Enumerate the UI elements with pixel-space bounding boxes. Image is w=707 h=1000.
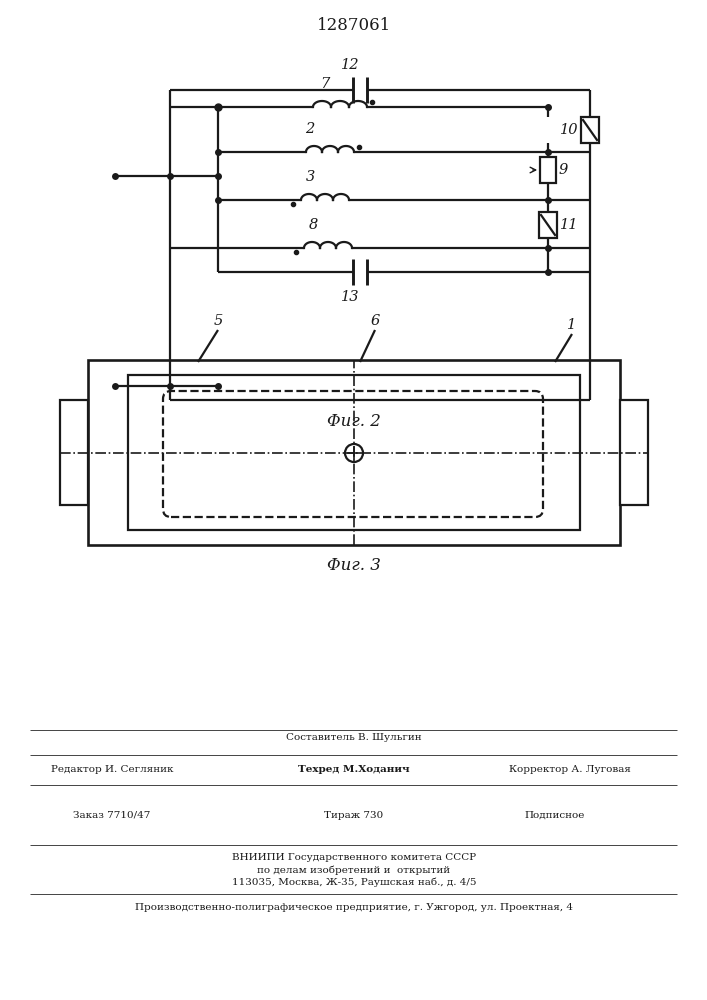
Bar bbox=[128, 375, 580, 530]
Text: ВНИИПИ Государственного комитета СССР: ВНИИПИ Государственного комитета СССР bbox=[232, 854, 476, 862]
Text: Составитель В. Шульгин: Составитель В. Шульгин bbox=[286, 733, 422, 742]
Text: 5: 5 bbox=[214, 314, 223, 328]
Bar bbox=[620, 400, 648, 505]
Text: 3: 3 bbox=[305, 170, 315, 184]
Circle shape bbox=[345, 444, 363, 462]
Text: Редактор И. Сегляник: Редактор И. Сегляник bbox=[51, 766, 173, 774]
Text: 6: 6 bbox=[370, 314, 380, 328]
Bar bbox=[540, 157, 556, 183]
Text: Φиг. 2: Φиг. 2 bbox=[327, 414, 381, 430]
Text: 1287061: 1287061 bbox=[317, 17, 391, 34]
Bar bbox=[581, 117, 599, 143]
Text: 2: 2 bbox=[305, 122, 315, 136]
Text: Φиг. 3: Φиг. 3 bbox=[327, 556, 381, 574]
Text: 13: 13 bbox=[341, 290, 359, 304]
Text: Производственно-полиграфическое предприятие, г. Ужгород, ул. Проектная, 4: Производственно-полиграфическое предприя… bbox=[135, 904, 573, 912]
Text: Подписное: Подписное bbox=[525, 810, 585, 820]
Text: 9: 9 bbox=[559, 163, 568, 177]
Text: 11: 11 bbox=[560, 218, 578, 232]
Text: 8: 8 bbox=[308, 218, 317, 232]
Text: 1: 1 bbox=[568, 318, 577, 332]
Bar bbox=[88, 360, 620, 545]
Text: Корректор А. Луговая: Корректор А. Луговая bbox=[509, 766, 631, 774]
Text: Тираж 730: Тираж 730 bbox=[325, 810, 384, 820]
Text: Заказ 7710/47: Заказ 7710/47 bbox=[74, 810, 151, 820]
Text: 12: 12 bbox=[341, 58, 359, 72]
Text: Техред М.Ходанич: Техред М.Ходанич bbox=[298, 766, 410, 774]
Text: 113035, Москва, Ж-35, Раушская наб., д. 4/5: 113035, Москва, Ж-35, Раушская наб., д. … bbox=[232, 877, 477, 887]
Bar bbox=[539, 212, 557, 238]
Text: по делам изобретений и  открытий: по делам изобретений и открытий bbox=[257, 865, 450, 875]
Bar bbox=[60, 400, 88, 505]
Text: 7: 7 bbox=[320, 77, 329, 91]
Text: 10: 10 bbox=[560, 123, 578, 137]
